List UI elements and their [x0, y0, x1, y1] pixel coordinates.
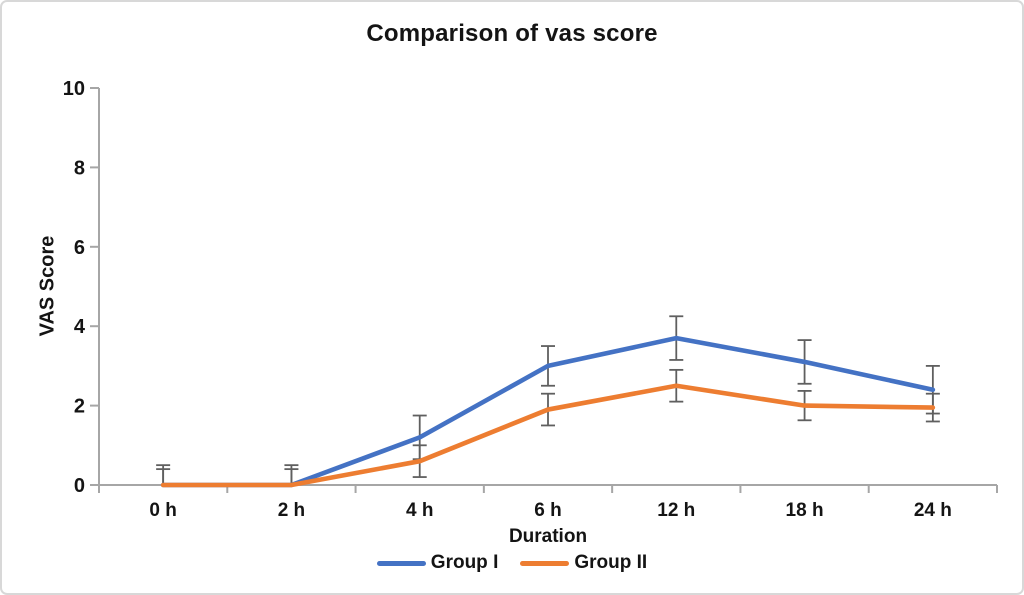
x-tick-label: 2 h [278, 500, 305, 521]
legend-label-group-ii: Group II [574, 552, 648, 573]
y-tick-label: 10 [63, 78, 85, 100]
x-tick-label: 6 h [534, 500, 561, 521]
group-i-line-swatch [376, 560, 426, 566]
y-tick-label: 8 [74, 157, 85, 179]
x-tick-label: 18 h [786, 500, 824, 521]
chart-title: Comparison of vas score [366, 20, 658, 47]
series-line-group-ii [160, 383, 936, 488]
legend: Group I Group II [2, 552, 1022, 574]
y-tick-label: 6 [74, 237, 85, 259]
y-tick-label: 0 [74, 475, 85, 497]
legend-label-group-i: Group I [430, 552, 499, 573]
x-tick-label: 24 h [914, 500, 952, 521]
y-tick-label: 2 [74, 396, 85, 418]
legend-item-group-i: Group I [376, 552, 499, 574]
x-axis-title: Duration [508, 526, 588, 547]
x-tick-label: 4 h [406, 500, 433, 521]
group-ii-line-swatch [520, 560, 570, 566]
y-tick-label: 4 [74, 316, 86, 338]
legend-item-group-ii: Group II [520, 552, 647, 574]
x-tick-label: 0 h [149, 500, 176, 521]
x-tick-label: 12 h [657, 500, 695, 521]
